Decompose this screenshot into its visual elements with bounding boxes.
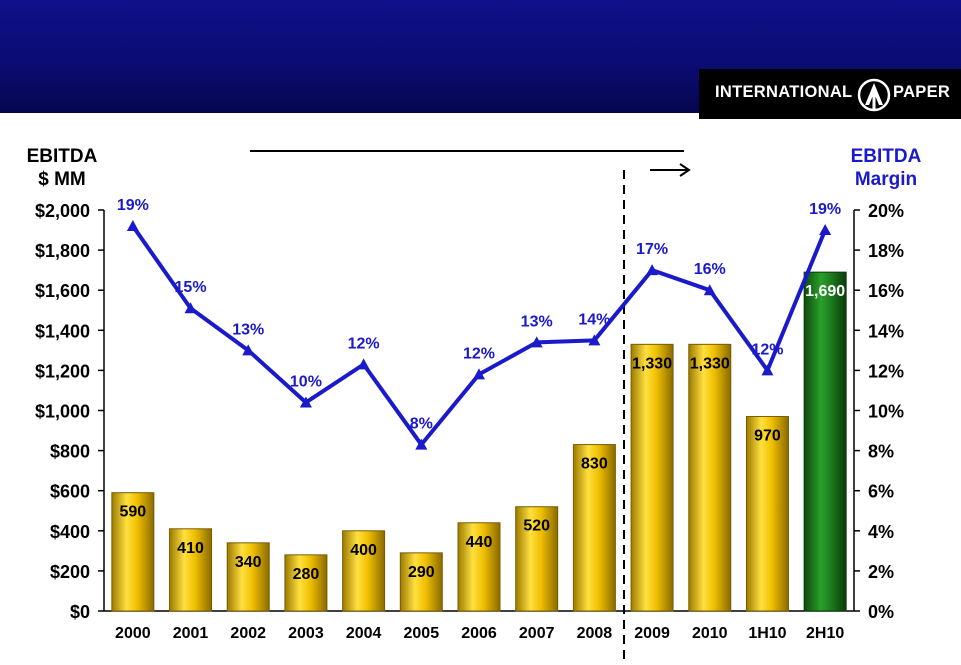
margin-value-label: 15% [175,279,207,296]
bar-value-label: 290 [408,564,435,581]
bar-value-label: 970 [754,428,781,445]
category-label: 2000 [115,625,151,642]
category-label: 2H10 [806,625,844,642]
margin-value-label: 10% [290,373,322,390]
bar-value-label: 590 [119,504,146,521]
bar [515,506,559,612]
right-axis-title-line2: Margin [855,169,917,190]
bar-value-label: 1,330 [690,355,730,372]
bar [630,343,674,612]
bar [169,528,213,612]
left-tick-label: $1,400 [35,321,90,341]
category-label: 2007 [519,625,555,642]
margin-point-marker [588,334,601,346]
category-label: 2002 [230,625,266,642]
category-label: 1H10 [748,625,786,642]
margin-value-label: 13% [521,313,553,330]
bar [745,416,789,612]
right-tick-label: 6% [868,482,894,502]
bar [572,444,616,612]
right-tick-label: 10% [868,402,904,422]
bar [284,554,328,612]
margin-point-marker [357,358,370,370]
left-axis-title-line2: $ MM [38,169,86,190]
right-tick-label: 8% [868,442,894,462]
left-tick-label: $200 [50,562,90,582]
left-tick-label: $600 [50,482,90,502]
category-label: 2005 [404,625,440,642]
left-tick-label: $1,600 [35,281,90,301]
margin-value-label: 12% [751,341,783,358]
margin-value-label: 14% [578,311,610,328]
bar [342,530,386,612]
margin-point-marker [126,220,139,232]
category-label: 2008 [577,625,613,642]
bar [226,542,270,612]
bar [803,271,847,612]
left-tick-label: $1,200 [35,361,90,381]
logo-text-right: PAPER [893,83,951,101]
right-tick-label: 12% [868,361,904,381]
bar-value-label: 830 [581,456,608,473]
left-tick-label: $0 [70,602,90,622]
right-tick-label: 0% [868,602,894,622]
bar-value-label: 520 [523,518,550,535]
category-label: 2006 [461,625,497,642]
bar [111,492,155,612]
category-label: 2001 [173,625,209,642]
margin-value-label: 19% [117,197,149,214]
right-tick-label: 18% [868,241,904,261]
margin-point-marker [761,364,774,376]
margin-point-marker [184,302,197,314]
margin-point-marker [703,284,716,296]
bar-value-label: 340 [235,554,262,571]
bar-value-label: 1,690 [805,283,845,300]
margin-value-label: 8% [410,416,433,433]
left-tick-label: $400 [50,522,90,542]
bar-value-label: 1,330 [632,355,672,372]
right-tick-label: 2% [868,562,894,582]
margin-point-marker [242,344,255,356]
margin-value-label: 17% [636,241,668,258]
bar-value-label: 400 [350,542,377,559]
bar [399,552,443,612]
category-label: 2003 [288,625,324,642]
margin-point-marker [819,224,832,236]
right-tick-label: 20% [868,201,904,221]
left-tick-label: $2,000 [35,201,90,221]
right-tick-label: 4% [868,522,894,542]
bar [457,522,501,612]
margin-value-label: 19% [809,201,841,218]
margin-value-label: 16% [694,261,726,278]
left-axis-title-line1: EBITDA [27,146,98,167]
bar-value-label: 410 [177,540,204,557]
right-axis-title-line1: EBITDA [851,146,922,167]
margin-point-marker [530,336,543,348]
margin-point-marker [473,368,485,380]
right-tick-label: 16% [868,281,904,301]
margin-point-marker [299,396,312,408]
company-logo: INTERNATIONAL PAPER [699,69,961,119]
category-label: 2010 [692,625,728,642]
bar [688,343,732,612]
category-label: 2009 [634,625,670,642]
bar-value-label: 280 [293,566,320,583]
left-tick-label: $800 [50,442,90,462]
margin-value-label: 12% [348,335,380,352]
logo-emblem-icon [857,78,891,112]
margin-point-marker [646,264,659,276]
margin-point-marker [415,438,428,450]
bar-value-label: 440 [466,534,493,551]
margin-value-label: 12% [463,345,495,362]
logo-text-left: INTERNATIONAL [715,83,853,101]
margin-value-label: 13% [232,321,264,338]
category-label: 2004 [346,625,382,642]
left-tick-label: $1,800 [35,241,90,261]
right-tick-label: 14% [868,321,904,341]
left-tick-label: $1,000 [35,402,90,422]
right-arrow-icon [650,163,691,177]
